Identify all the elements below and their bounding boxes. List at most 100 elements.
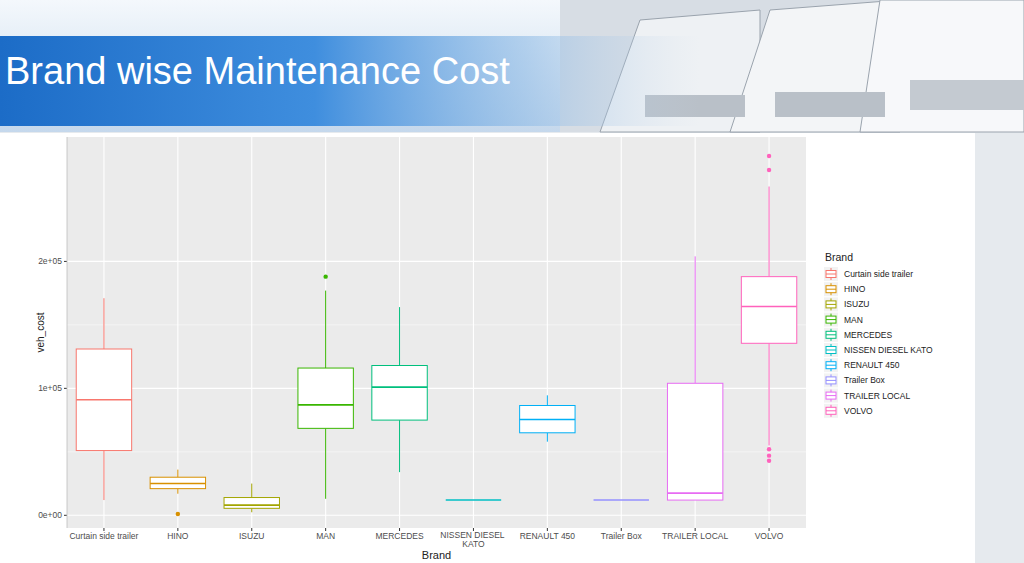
x-tick-label: MAN: [316, 531, 335, 541]
grid-line: [399, 137, 400, 528]
content-bg: [0, 133, 975, 563]
grid-line: [325, 137, 326, 528]
legend-key-median: [826, 319, 836, 320]
legend-key-median: [826, 350, 836, 351]
median: [594, 499, 649, 501]
whisker-upper: [325, 291, 326, 368]
whisker-lower: [399, 420, 400, 472]
x-axis-title: Brand: [422, 549, 451, 561]
legend-key-box: [826, 392, 836, 399]
legend-label: HINO: [844, 284, 866, 294]
grid-line: [547, 137, 548, 528]
median: [76, 399, 131, 401]
box: [150, 477, 205, 488]
legend-key-bg: [824, 282, 838, 296]
whisker-upper: [251, 484, 252, 498]
banner-bg: [0, 0, 1024, 132]
legend-key-box: [826, 377, 836, 384]
y-tick: [64, 261, 67, 262]
whisker-upper: [103, 298, 104, 349]
box: [446, 500, 501, 501]
y-axis-title: veh_cost: [35, 312, 46, 352]
legend-key-median: [826, 274, 836, 275]
legend-title: Brand: [825, 251, 853, 263]
whisker-upper: [177, 470, 178, 478]
legend-key-box: [826, 271, 836, 278]
legend-key-median: [826, 289, 836, 290]
legend-label: MAN: [844, 315, 863, 325]
x-tick-label: VOLVO: [755, 531, 784, 541]
legend-label: MERCEDES: [844, 330, 893, 340]
legend-label: Curtain side trailer: [844, 269, 913, 279]
y-tick-label: 0e+00: [38, 510, 62, 520]
median: [372, 386, 427, 388]
legend-key-bg: [824, 343, 838, 357]
box-group: [594, 500, 649, 501]
legend-key-bg: [824, 297, 838, 311]
box: [594, 500, 649, 501]
grid-line: [473, 137, 474, 528]
x-tick-label: HINO: [167, 531, 189, 541]
y-axis-line: [67, 137, 68, 528]
whisker-lower: [251, 508, 252, 512]
legend-label: TRAILER LOCAL: [844, 391, 910, 401]
median: [224, 504, 279, 506]
legend-key-box: [826, 362, 836, 369]
outlier: [767, 459, 771, 463]
plot-panel: [67, 137, 806, 528]
box-group: [372, 307, 427, 472]
median: [667, 492, 722, 494]
whisker-lower: [177, 489, 178, 494]
legend-key-box: [826, 331, 836, 338]
x-tick-label: MERCEDES: [375, 531, 424, 541]
legend-key-box: [826, 286, 836, 293]
box: [224, 498, 279, 509]
outlier: [323, 274, 327, 278]
outlier: [767, 453, 771, 457]
legend-key-bg: [824, 328, 838, 342]
legend-key-median: [826, 304, 836, 305]
legend-label: ISUZU: [844, 299, 870, 309]
whisker-lower: [325, 428, 326, 498]
box-group: [298, 274, 353, 498]
x-tick-label: TRAILER LOCAL: [662, 531, 728, 541]
legend-label: Trailer Box: [844, 375, 886, 385]
marks: [76, 154, 797, 516]
legend-key-box: [826, 347, 836, 354]
truck-grille: [775, 92, 885, 117]
x-tick-label: Curtain side trailer: [69, 531, 138, 541]
box-group: [224, 484, 279, 513]
x-tick-label: Trailer Box: [601, 531, 643, 541]
whisker-lower: [103, 451, 104, 501]
legend-key-median: [826, 334, 836, 335]
legend-key-box: [826, 316, 836, 323]
box: [667, 383, 722, 500]
grid-line: [251, 137, 252, 528]
x-tick-label: RENAULT 450: [520, 531, 576, 541]
box-group: [520, 395, 575, 441]
box: [520, 405, 575, 432]
legend-key-box: [826, 407, 836, 414]
outlier: [767, 154, 771, 158]
truck-grille: [910, 80, 1024, 110]
y-tick-label: 2e+05: [38, 256, 62, 266]
legend-key-median: [826, 395, 836, 396]
median: [446, 499, 501, 501]
grid-line: [621, 137, 622, 528]
title: Brand wise Maintenance Cost: [5, 50, 510, 92]
outlier: [176, 512, 180, 516]
legend-key-box: [826, 301, 836, 308]
median: [150, 483, 205, 485]
whisker-lower: [547, 433, 548, 442]
x-tick-label: ISUZU: [239, 531, 265, 541]
box: [76, 349, 131, 451]
legend-key-bg: [824, 358, 838, 372]
legend-key-bg: [824, 404, 838, 418]
x-tick-label-line: KATO: [462, 539, 485, 549]
whisker-lower: [769, 343, 770, 445]
box-group: [446, 500, 501, 501]
median: [741, 306, 796, 308]
legend-label: VOLVO: [844, 406, 873, 416]
title-band: [0, 36, 700, 126]
whisker-upper: [547, 395, 548, 405]
